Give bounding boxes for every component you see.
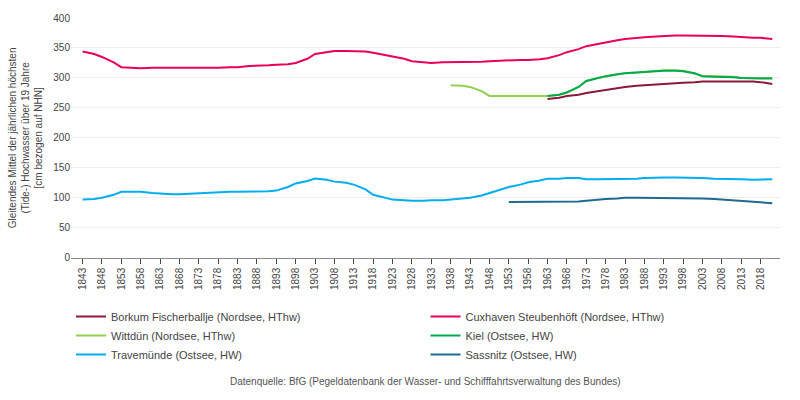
svg-text:1993: 1993 [658, 267, 669, 290]
svg-text:300: 300 [53, 72, 70, 83]
svg-text:50: 50 [59, 222, 71, 233]
svg-text:1898: 1898 [290, 267, 301, 290]
svg-text:250: 250 [53, 102, 70, 113]
svg-text:Cuxhaven Steubenhöft (Nordsee,: Cuxhaven Steubenhöft (Nordsee, HThw) [466, 311, 665, 323]
svg-text:Datenquelle: BfG (Pegeldatenba: Datenquelle: BfG (Pegeldatenbank der Was… [230, 376, 621, 387]
svg-text:100: 100 [53, 192, 70, 203]
svg-text:1903: 1903 [309, 267, 320, 290]
svg-text:Sassnitz (Ostsee, HW): Sassnitz (Ostsee, HW) [466, 349, 577, 361]
svg-text:1848: 1848 [96, 267, 107, 290]
svg-text:1908: 1908 [329, 267, 340, 290]
svg-text:1868: 1868 [174, 267, 185, 290]
svg-text:0: 0 [64, 252, 70, 263]
svg-text:1853: 1853 [116, 267, 127, 290]
svg-text:1843: 1843 [77, 267, 88, 290]
svg-text:2013: 2013 [736, 267, 747, 290]
svg-text:1928: 1928 [406, 267, 417, 290]
svg-text:Borkum Fischerballje (Nordsee,: Borkum Fischerballje (Nordsee, HThw) [111, 311, 301, 323]
svg-text:1943: 1943 [464, 267, 475, 290]
svg-text:1948: 1948 [484, 267, 495, 290]
svg-text:1923: 1923 [387, 267, 398, 290]
svg-text:150: 150 [53, 162, 70, 173]
svg-text:1963: 1963 [542, 267, 553, 290]
svg-text:1913: 1913 [348, 267, 359, 290]
svg-text:1933: 1933 [426, 267, 437, 290]
svg-text:1988: 1988 [639, 267, 650, 290]
svg-text:1953: 1953 [503, 267, 514, 290]
svg-text:1968: 1968 [561, 267, 572, 290]
svg-text:1888: 1888 [251, 267, 262, 290]
svg-text:Travemünde (Ostsee, HW): Travemünde (Ostsee, HW) [111, 349, 242, 361]
svg-text:1883: 1883 [232, 267, 243, 290]
svg-text:2003: 2003 [697, 267, 708, 290]
svg-text:Kiel (Ostsee, HW): Kiel (Ostsee, HW) [466, 330, 554, 342]
svg-text:1858: 1858 [135, 267, 146, 290]
svg-text:1863: 1863 [154, 267, 165, 290]
svg-text:200: 200 [53, 132, 70, 143]
svg-text:1978: 1978 [600, 267, 611, 290]
svg-text:1873: 1873 [193, 267, 204, 290]
svg-text:2018: 2018 [755, 267, 766, 290]
svg-text:Wittdün (Nordsee, HThw): Wittdün (Nordsee, HThw) [111, 330, 235, 342]
svg-text:1893: 1893 [271, 267, 282, 290]
svg-text:2008: 2008 [716, 267, 727, 290]
svg-text:1918: 1918 [367, 267, 378, 290]
svg-text:1958: 1958 [522, 267, 533, 290]
svg-text:1998: 1998 [677, 267, 688, 290]
svg-text:1878: 1878 [212, 267, 223, 290]
svg-text:400: 400 [53, 13, 70, 24]
svg-text:1938: 1938 [445, 267, 456, 290]
svg-text:Gleitendes Mittel der jährlich: Gleitendes Mittel der jährlichen höchste… [7, 48, 44, 229]
svg-text:1983: 1983 [619, 267, 630, 290]
svg-text:350: 350 [53, 42, 70, 53]
svg-text:1973: 1973 [581, 267, 592, 290]
